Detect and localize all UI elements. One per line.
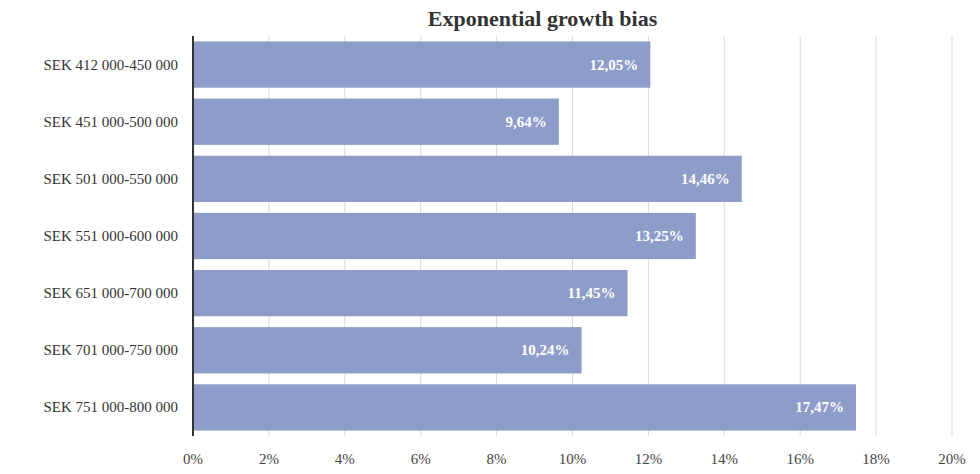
bar <box>193 99 559 145</box>
data-label: 17,47% <box>795 399 844 415</box>
title: Exponential growth bias <box>428 6 658 31</box>
bar <box>193 213 696 259</box>
tick-label: 8% <box>487 451 507 467</box>
bar <box>193 327 582 373</box>
category-label: SEK 451 000-500 000 <box>43 114 178 130</box>
bar <box>193 384 856 430</box>
category-label: SEK 651 000-700 000 <box>43 285 178 301</box>
category-label: SEK 701 000-750 000 <box>43 342 178 358</box>
data-label: 11,45% <box>568 285 616 301</box>
category-label: SEK 412 000-450 000 <box>43 57 178 73</box>
data-label: 12,05% <box>590 57 639 73</box>
tick-label: 20% <box>938 451 966 467</box>
bars <box>193 41 856 430</box>
tick-label: 0% <box>183 451 203 467</box>
tick-label: 16% <box>786 451 814 467</box>
bar <box>193 270 628 316</box>
data-label: 14,46% <box>681 171 730 187</box>
grid-line <box>876 36 877 436</box>
grid <box>193 36 952 436</box>
category-label: SEK 551 000-600 000 <box>43 228 178 244</box>
tick-label: 2% <box>259 451 279 467</box>
tick-label: 12% <box>635 451 663 467</box>
chart-svg: Exponential growth bias 0% 2% 4% 6% 8% 10% 12% 1… <box>0 0 980 474</box>
tick-label: 4% <box>335 451 355 467</box>
grid-line <box>800 36 801 436</box>
bar <box>193 156 742 202</box>
grid-line <box>193 36 194 436</box>
chart-container: Exponential growth bias 0% 2% 4% 6% 8% 10% 12% 1… <box>0 0 980 474</box>
category-label: SEK 751 000-800 000 <box>43 399 178 415</box>
grid-line <box>724 36 725 436</box>
data-label: 9,64% <box>506 114 547 130</box>
tick-label: 10% <box>559 451 587 467</box>
grid-line <box>952 36 953 436</box>
category-label: SEK 501 000-550 000 <box>43 171 178 187</box>
tick-label: 6% <box>411 451 431 467</box>
tick-label: 18% <box>862 451 890 467</box>
axis-line <box>192 36 194 436</box>
data-label: 13,25% <box>635 228 684 244</box>
labels: SEK 412 000-450 000 12,05% SEK 451 000-500… <box>43 57 844 416</box>
tick-label: 14% <box>711 451 739 467</box>
bar <box>193 41 650 87</box>
data-label: 10,24% <box>521 342 570 358</box>
